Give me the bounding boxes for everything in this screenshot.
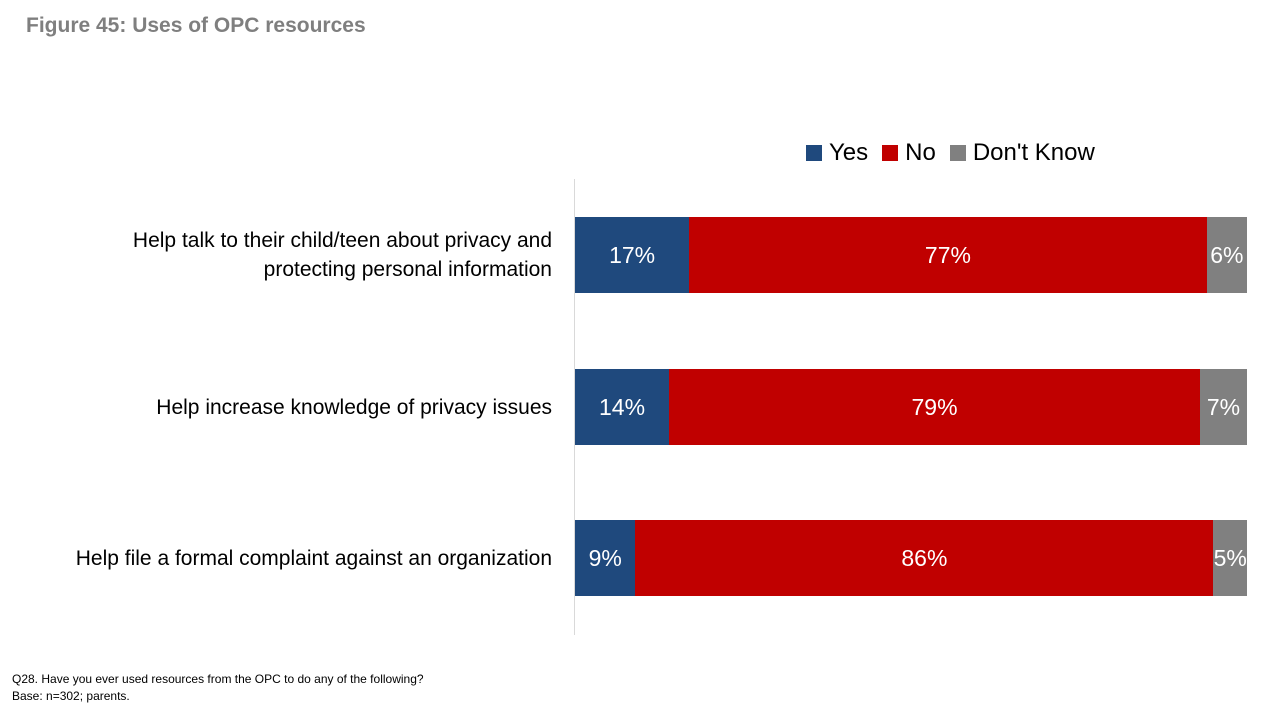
legend-item-dont-know: Don't Know	[949, 139, 1095, 167]
chart-title: Figure 45: Uses of OPC resources	[26, 14, 366, 37]
bar-row: 14% 79% 7%	[575, 369, 1247, 445]
data-label: 6%	[1210, 241, 1244, 268]
legend-swatch-no	[882, 145, 899, 161]
data-label: 77%	[924, 241, 971, 268]
footnote-question: Q28. Have you ever used resources from t…	[12, 672, 424, 686]
data-label: 79%	[911, 393, 958, 420]
bar-row: 17% 77% 6%	[575, 217, 1247, 293]
legend-label-no: No	[905, 139, 936, 166]
footnote: Q28. Have you ever used resources from t…	[12, 671, 424, 705]
legend-item-yes: Yes	[806, 139, 868, 167]
category-label: Help increase knowledge of privacy issue…	[20, 393, 552, 422]
bar-segment-yes: 9%	[575, 520, 636, 596]
data-label: 9%	[588, 544, 622, 571]
data-label: 5%	[1213, 544, 1247, 571]
category-axis-line	[574, 179, 575, 635]
data-label: 86%	[901, 544, 948, 571]
legend-item-no: No	[882, 139, 936, 167]
bar-segment-dont-know: 7%	[1199, 369, 1247, 445]
bar-segment-no: 86%	[635, 520, 1214, 596]
bar-row: 9% 86% 5%	[575, 520, 1247, 596]
legend-label-dont-know: Don't Know	[972, 139, 1095, 166]
legend-swatch-yes	[806, 145, 822, 161]
legend-swatch-dont-know	[949, 145, 966, 161]
footnote-base: Base: n=302; parents.	[12, 689, 130, 703]
bar-segment-dont-know: 5%	[1213, 520, 1247, 596]
category-label-line: Help increase knowledge of privacy issue…	[156, 395, 552, 419]
category-label: Help file a formal complaint against an …	[20, 544, 552, 573]
legend: Yes No Don't Know	[806, 139, 1109, 167]
bar-segment-dont-know: 6%	[1206, 217, 1247, 293]
category-label-line: Help talk to their child/teen about priv…	[132, 229, 552, 252]
bar-segment-yes: 14%	[575, 369, 670, 445]
bar-segment-yes: 17%	[575, 217, 690, 293]
legend-label-yes: Yes	[829, 139, 869, 166]
category-label-line: Help file a formal complaint against an …	[75, 546, 552, 570]
data-label: 17%	[609, 241, 656, 268]
bar-segment-no: 77%	[689, 217, 1207, 293]
category-label: Help talk to their child/teen about priv…	[20, 226, 552, 284]
data-label: 14%	[599, 393, 646, 420]
category-label-line: protecting personal information	[263, 258, 552, 281]
bar-segment-no: 79%	[669, 369, 1200, 445]
data-label: 7%	[1206, 393, 1241, 420]
